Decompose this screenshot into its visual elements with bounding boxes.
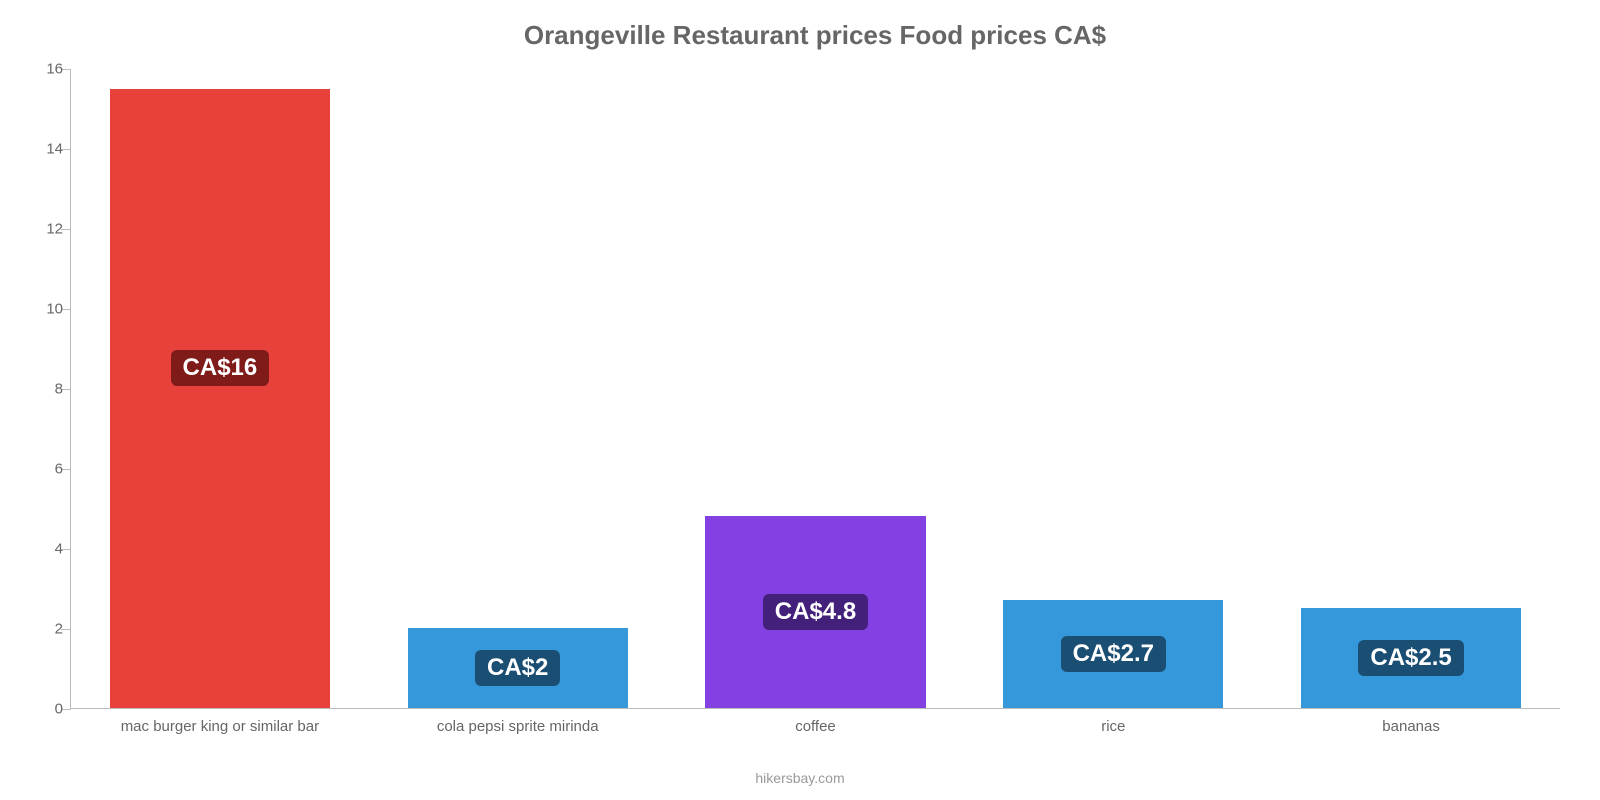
y-tick-label: 2 <box>21 621 63 638</box>
bar-value-label: CA$2.5 <box>1358 640 1463 676</box>
bar: CA$2 <box>408 628 628 708</box>
y-tick-label: 16 <box>21 61 63 78</box>
bars-group: CA$16mac burger king or similar barCA$2c… <box>71 69 1560 708</box>
bar-slot: CA$16mac burger king or similar bar <box>71 69 369 708</box>
x-tick-label: coffee <box>667 718 965 735</box>
plot-area: 0246810121416 CA$16mac burger king or si… <box>70 69 1560 709</box>
bar-value-label: CA$16 <box>171 350 270 386</box>
bar-slot: CA$2.5bananas <box>1262 69 1560 708</box>
bar: CA$4.8 <box>705 516 925 708</box>
chart-title: Orangeville Restaurant prices Food price… <box>70 20 1560 51</box>
x-tick-label: mac burger king or similar bar <box>71 718 369 735</box>
x-tick-label: cola pepsi sprite mirinda <box>369 718 667 735</box>
chart-container: Orangeville Restaurant prices Food price… <box>0 0 1600 800</box>
x-tick-label: bananas <box>1262 718 1560 735</box>
y-tick-label: 4 <box>21 541 63 558</box>
y-tick-label: 12 <box>21 221 63 238</box>
bar-slot: CA$4.8coffee <box>667 69 965 708</box>
bar-value-label: CA$2.7 <box>1061 636 1166 672</box>
bar: CA$2.5 <box>1301 608 1521 708</box>
bar-slot: CA$2cola pepsi sprite mirinda <box>369 69 667 708</box>
y-tick-label: 8 <box>21 381 63 398</box>
credit-text: hikersbay.com <box>0 770 1600 786</box>
bar-value-label: CA$2 <box>475 650 560 686</box>
y-tick-label: 6 <box>21 461 63 478</box>
bar-value-label: CA$4.8 <box>763 594 868 630</box>
bar: CA$2.7 <box>1003 600 1223 708</box>
bar-slot: CA$2.7rice <box>964 69 1262 708</box>
y-tick-label: 14 <box>21 141 63 158</box>
bar: CA$16 <box>110 89 330 708</box>
x-tick-label: rice <box>964 718 1262 735</box>
y-tick-label: 0 <box>21 701 63 718</box>
y-tick-label: 10 <box>21 301 63 318</box>
